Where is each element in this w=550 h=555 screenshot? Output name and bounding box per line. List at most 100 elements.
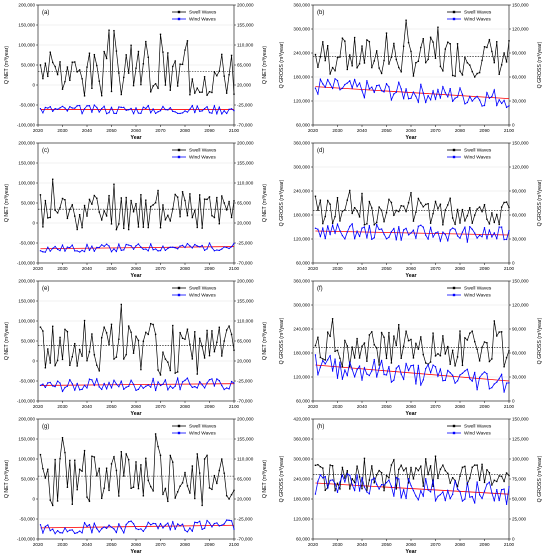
swell-point [395,58,397,61]
swell-point [184,199,186,202]
wind-point [120,527,122,530]
swell-point [98,370,100,372]
swell-point [199,91,201,93]
swell-point [459,70,461,72]
wind-point [466,482,468,484]
wind-point [96,246,98,249]
wind-point [415,495,417,497]
wind-point [501,226,503,228]
wind-point [358,82,361,84]
wind-point [132,113,135,115]
swell-point [481,210,483,213]
x-tick-label: 2020 [33,542,44,547]
swell-point [91,87,93,89]
wind-point [57,248,59,250]
wind-point [456,488,459,490]
x-tick-label: 2080 [180,404,191,409]
swell-point [167,52,169,54]
wind-point [189,245,191,247]
swell-point [186,328,189,330]
wind-point [42,112,44,114]
wind-point [216,378,218,380]
wind-point [378,488,380,490]
swell-point [76,365,78,367]
legend-swell-marker [177,424,181,428]
wind-point [334,358,336,360]
swell-point [398,210,400,213]
wind-point [181,381,184,383]
x-tick-label: 2100 [504,128,515,133]
swell-point [449,197,451,199]
wind-point [412,229,415,231]
swell-point [93,194,96,197]
wind-point [211,112,213,114]
wind-point [332,479,334,481]
y-axis-label-right: Q GROSS (m³/year) [537,179,543,226]
swell-point [329,335,331,337]
swell-point [105,215,108,217]
swell-point [425,61,427,64]
swell-point [317,209,319,211]
y-tick-label-left: 360,000 [293,279,310,284]
panel-label: (e) [42,286,49,292]
wind-point [150,524,152,526]
swell-point [368,200,371,203]
wind-point [47,524,49,526]
y-tick-label-left: 150,000 [18,437,35,442]
swell-point [327,331,329,333]
swell-point [135,335,137,338]
swell-point [101,497,103,500]
y-tick-label-right: 155,000 [237,299,254,304]
swell-point [140,464,142,466]
wind-point [314,493,317,495]
wind-point [405,362,407,365]
y-tick-label-left: 180,000 [293,351,310,356]
swell-point [358,63,361,65]
swell-point [481,59,483,62]
swell-point [491,358,493,360]
wind-point [417,225,419,227]
x-tick-label: 2090 [479,266,490,271]
swell-point [69,364,71,367]
wind-point [110,106,113,108]
swell-point [113,456,115,458]
wind-point [498,226,500,228]
wind-point [427,95,429,97]
swell-point [363,457,366,460]
swell-point [113,358,115,360]
x-tick-label: 2070 [430,128,441,133]
swell-point [66,330,69,333]
wind-point [461,93,464,96]
swell-point [169,89,171,91]
wind-point [74,250,76,252]
y-tick-label-right: 20,000 [237,497,251,502]
swell-point [356,210,358,212]
swell-point [478,206,481,208]
swell-point [393,459,395,461]
wind-point [186,531,189,533]
swell-point [108,194,110,197]
swell-point [176,85,179,87]
wind-point [108,245,110,247]
y-tick-label-left: 50,000 [21,201,35,206]
wind-point [488,229,490,231]
swell-point [167,500,169,503]
x-tick-label: 2030 [332,542,343,547]
swell-point [456,43,459,45]
swell-point [358,476,361,478]
wind-point [371,86,373,88]
y-tick-label-left: 300,000 [293,303,310,308]
swell-point [447,472,449,475]
swell-point [385,357,388,360]
swell-point [108,489,110,492]
swell-point [137,50,140,53]
wind-point [363,486,366,488]
swell-point [415,62,417,64]
wind-point [503,391,505,393]
y-tick-label-left: 60,000 [296,537,310,542]
x-tick-label: 2100 [504,404,515,409]
swell-point [390,56,393,58]
swell-point [172,324,174,327]
swell-point [96,364,98,366]
wind-point [106,113,108,115]
